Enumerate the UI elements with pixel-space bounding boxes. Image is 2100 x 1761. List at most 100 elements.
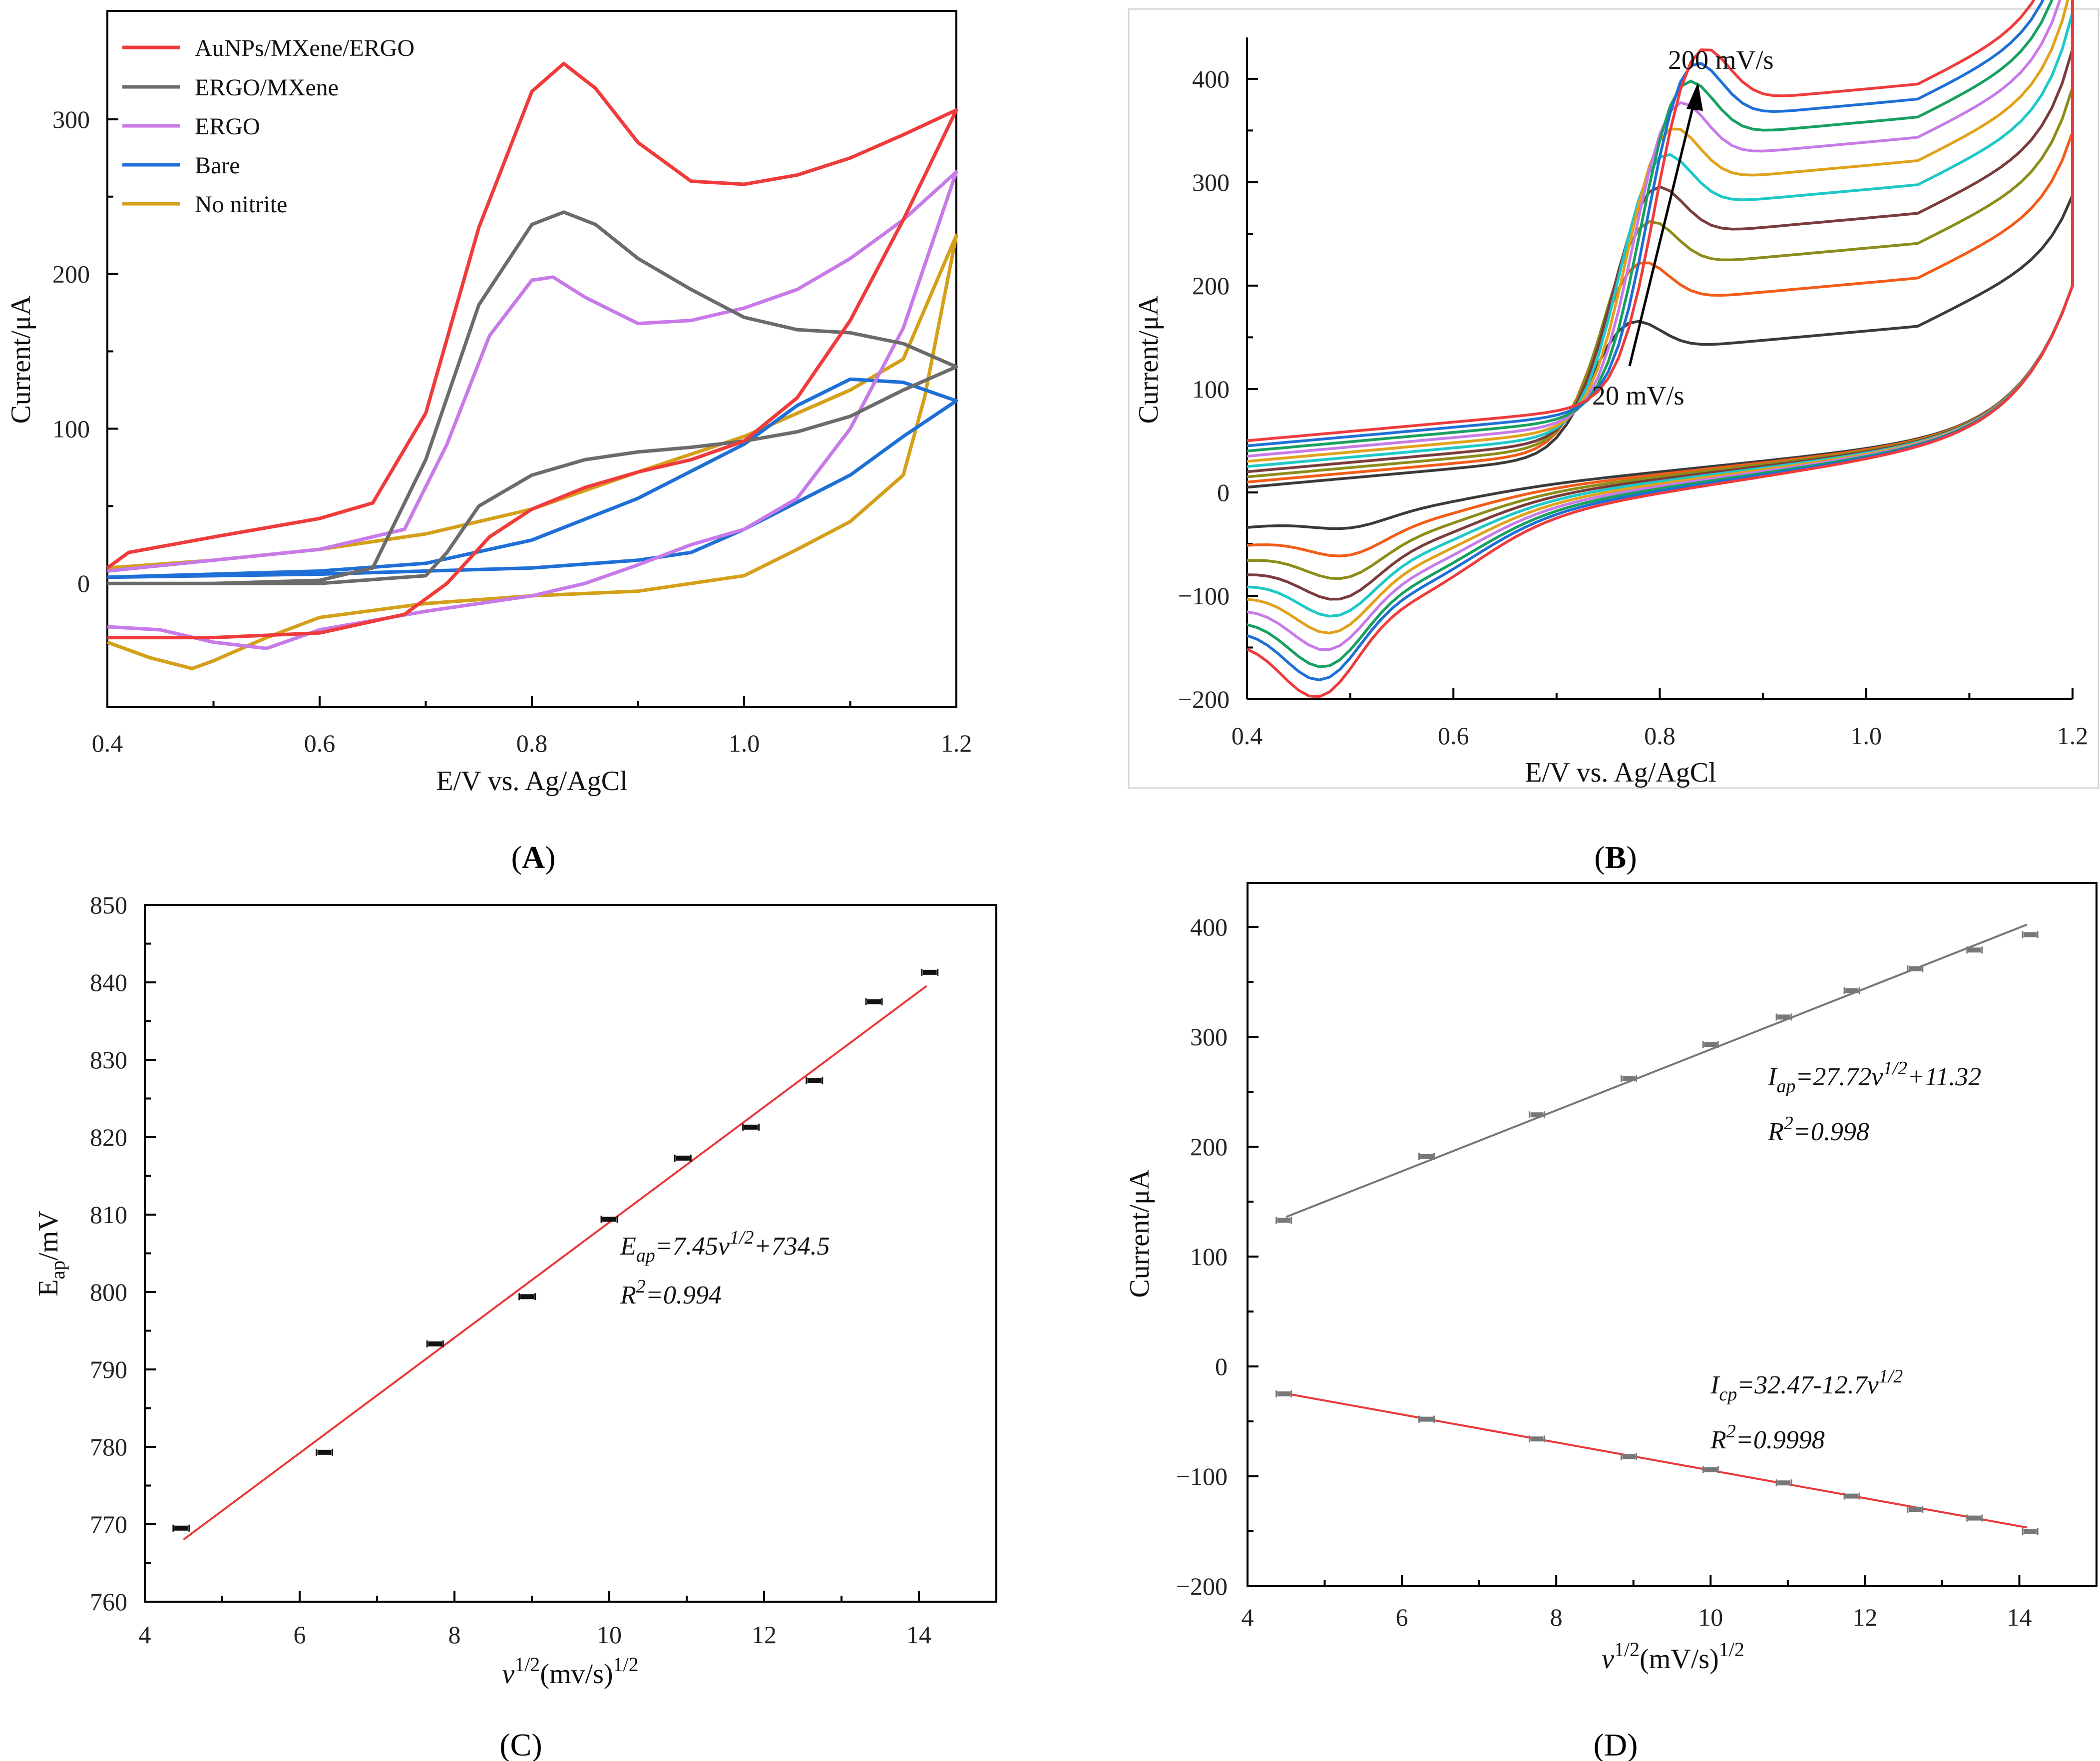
panel-d-y-axis-title: Current/μA <box>1124 1169 1155 1298</box>
cv-curve-ergo-mxene <box>107 210 958 585</box>
y-tick-label: 300 <box>1190 1023 1228 1051</box>
panel-c-plot-frame <box>144 904 997 1603</box>
panel-c-y-axis-title: Eap/mV <box>33 1211 69 1297</box>
panel-d-anodic-fit-line <box>1285 923 2028 1218</box>
y-tick-label: 100 <box>1192 375 1230 403</box>
panel-c-r-squared: R2=0.994 <box>620 1276 722 1310</box>
panel-a-y-axis-title: Current/μA <box>5 295 36 424</box>
y-tick-label: 790 <box>90 1355 127 1383</box>
x-tick-label: 1.0 <box>1851 722 1882 750</box>
panel-d-anodic-point <box>1908 966 1922 971</box>
cv-trace-140-mvs <box>1247 0 2074 651</box>
panel-c-data-point <box>174 1525 188 1531</box>
y-tick-label: 830 <box>90 1046 127 1074</box>
panel-d-cathodic-point <box>1704 1467 1717 1472</box>
x-tick-label: 6 <box>294 1621 306 1649</box>
y-tick-label: 800 <box>90 1278 127 1306</box>
panel-a: 0.4 0.6 0.8 1.0 1.2 0 100 200 300 AuNPs/MXene/ER… <box>5 10 972 875</box>
x-tick-label: 4 <box>1242 1603 1254 1631</box>
y-tick-label: 400 <box>1190 913 1228 941</box>
panel-d-marks <box>1275 923 2039 1535</box>
legend-label-ergo-mxene: ERGO/MXene <box>195 74 339 101</box>
panel-d-anodic-point <box>1777 1014 1791 1020</box>
panel-d-cathodic-fit-line <box>1285 1392 2028 1529</box>
panel-d-anodic-point <box>1530 1112 1544 1118</box>
panel-d-label: (D) <box>1594 1727 1638 1761</box>
panel-d-cathodic-r-squared: R2=0.9998 <box>1710 1421 1825 1454</box>
panel-d-anodic-point <box>2024 932 2037 937</box>
x-tick-label: 1.2 <box>941 729 972 757</box>
panel-d-anodic-point <box>1277 1218 1290 1223</box>
cv-trace-120-mvs <box>1247 0 2074 635</box>
panel-a-curves <box>106 61 958 671</box>
y-tick-label: 780 <box>90 1433 127 1461</box>
x-tick-label: 12 <box>1852 1603 1877 1631</box>
panel-d-anodic-r-squared: R2=0.998 <box>1767 1113 1869 1146</box>
y-tick-label: 0 <box>1215 1352 1228 1380</box>
scan-rate-arrow-head <box>1686 82 1703 111</box>
panel-d-anodic-point <box>1622 1076 1636 1081</box>
panel-c-x-axis-title: v1/2(mv/s)1/2 <box>502 1653 638 1690</box>
legend-label-bare: Bare <box>195 152 240 179</box>
panel-a-legend: AuNPs/MXene/ERGO ERGO/MXene ERGO Bare No… <box>122 35 415 218</box>
panel-d-anodic-equation: Iap=27.72v1/2+11.32 <box>1767 1058 1981 1097</box>
x-tick-label: 6 <box>1396 1603 1408 1631</box>
x-tick-label: 8 <box>448 1621 461 1649</box>
panel-d-ticks: 4 6 8 10 12 14 −200 −100 0 100 200 300 400 <box>1176 913 2032 1631</box>
panel-b-x-axis-title: E/V vs. Ag/AgCl <box>1525 757 1716 788</box>
x-tick-label: 0.8 <box>1644 722 1676 750</box>
cv-curve-bare <box>107 377 958 579</box>
x-tick-label: 0.8 <box>516 729 548 757</box>
panel-c-data-point <box>807 1078 822 1083</box>
annotation-200-mvs: 200 mV/s <box>1668 45 1774 75</box>
x-tick-label: 14 <box>2007 1603 2032 1631</box>
panel-d-cathodic-equation: Icp=32.47-12.7v1/2 <box>1710 1366 1903 1405</box>
y-tick-label: 100 <box>52 415 90 442</box>
panel-c-data-point <box>867 999 881 1004</box>
panel-c-data-point <box>602 1217 616 1222</box>
scan-rate-arrow <box>1628 85 1699 367</box>
panel-c-data-point <box>317 1449 332 1455</box>
y-tick-label: 200 <box>1190 1133 1228 1161</box>
x-tick-label: 10 <box>597 1621 622 1649</box>
y-tick-label: 200 <box>52 260 90 288</box>
y-tick-label: 0 <box>1217 478 1230 506</box>
panel-b-y-axis-title: Current/μA <box>1133 295 1164 424</box>
panel-c: 4 6 8 10 12 14760770780790800810820830840850 … <box>33 891 997 1761</box>
panel-d-cathodic-point <box>1420 1416 1433 1422</box>
y-tick-label: −100 <box>1178 582 1230 610</box>
panel-b-outer-border <box>1128 8 2100 789</box>
panel-c-data-point <box>744 1124 758 1130</box>
x-tick-label: 14 <box>906 1621 931 1649</box>
y-tick-label: 300 <box>1192 168 1230 196</box>
x-tick-label: 0.4 <box>92 729 123 757</box>
y-tick-label: −100 <box>1176 1462 1228 1490</box>
panel-d-plot-frame <box>1247 882 2098 1587</box>
panel-d-cathodic-point <box>1845 1493 1859 1499</box>
panel-d-cathodic-point <box>2024 1529 2037 1534</box>
legend-label-no-nitrite: No nitrite <box>195 191 287 218</box>
panel-d: 4 6 8 10 12 14 −200 −100 0 100 200 300 400 Iap=27.72… <box>1124 882 2098 1761</box>
panel-d-anodic-point <box>1845 988 1859 993</box>
panel-d-cathodic-point <box>1622 1454 1636 1459</box>
panel-b-curves <box>1246 0 2074 698</box>
legend-label-aunps: AuNPs/MXene/ERGO <box>195 35 415 61</box>
panel-c-data-point <box>520 1294 534 1300</box>
x-tick-label: 10 <box>1698 1603 1723 1631</box>
panel-d-anodic-point <box>1968 947 1981 953</box>
y-tick-label: 200 <box>1192 272 1230 300</box>
x-tick-label: 0.6 <box>1438 722 1469 750</box>
panel-c-data-point <box>922 969 937 975</box>
x-tick-label: 0.4 <box>1232 722 1263 750</box>
x-tick-label: 8 <box>1550 1603 1563 1631</box>
panel-c-label: (C) <box>499 1727 542 1761</box>
panel-c-fit-line <box>183 985 927 1541</box>
y-tick-label: 760 <box>90 1588 127 1616</box>
panel-d-anodic-point <box>1704 1042 1717 1047</box>
y-tick-label: 840 <box>90 968 127 996</box>
x-tick-label: 4 <box>139 1621 151 1649</box>
cv-curve-aunps-mxene-ergo <box>106 61 958 640</box>
panel-c-data-point <box>428 1341 442 1346</box>
y-tick-label: 400 <box>1192 65 1230 93</box>
panel-d-anodic-point <box>1420 1154 1433 1159</box>
